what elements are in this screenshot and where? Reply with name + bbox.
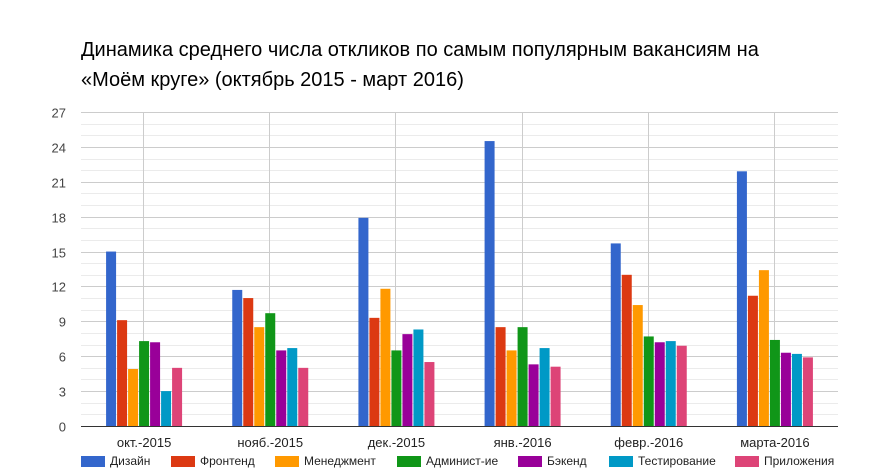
bar[interactable]: Фронтенд: 8.5 [495, 327, 506, 426]
bar[interactable]: Фронтенд: 9.3 [369, 317, 380, 426]
legend-item[interactable]: Админист-ие [397, 454, 498, 468]
legend-swatch [609, 455, 633, 467]
bar[interactable]: Тестирование: 6.7 [539, 348, 550, 426]
bar[interactable]: Дизайн: 11.7 [232, 289, 243, 426]
bar[interactable]: Дизайн: 17.9 [358, 217, 369, 426]
chart-title-line2: «Моём круге» (октябрь 2015 - март 2016) [81, 69, 464, 91]
x-axis-tick-label: янв.-2016 [494, 435, 552, 450]
bar[interactable]: Фронтенд: 11.2 [747, 295, 758, 426]
legend-swatch [171, 455, 195, 467]
legend-label: Менеджмент [304, 454, 376, 468]
bar[interactable]: Менеджмент: 6.5 [506, 350, 517, 426]
y-axis-tick-label: 6 [59, 350, 66, 365]
bar[interactable]: Бэкенд: 7.9 [402, 334, 413, 426]
bar[interactable]: Бэкенд: 7.2 [654, 342, 665, 426]
bar[interactable]: Админист-ие: 7.3 [139, 341, 150, 426]
legend-item[interactable]: Менеджмент [275, 454, 376, 468]
bar[interactable]: Бэкенд: 6.3 [780, 352, 791, 426]
y-axis-tick-label: 18 [52, 211, 66, 226]
legend-item[interactable]: Приложения [735, 454, 834, 468]
x-axis-tick-label: дек.-2015 [368, 435, 425, 450]
legend-swatch [518, 455, 542, 467]
legend-label: Тестирование [638, 454, 716, 468]
chart-title: Динамика среднего числа откликов по самы… [81, 35, 881, 95]
x-axis-tick-label: февр.-2016 [614, 435, 683, 450]
bar[interactable]: Бэкенд: 6.5 [276, 350, 287, 426]
bar[interactable]: Админист-ие: 8.5 [517, 327, 528, 426]
bar[interactable]: Менеджмент: 4.9 [128, 369, 139, 426]
chart-title-line1: Динамика среднего числа откликов по самы… [81, 39, 759, 61]
bar[interactable]: Дизайн: 21.9 [736, 171, 747, 426]
legend-item[interactable]: Фронтенд [171, 454, 255, 468]
y-axis-tick-label: 9 [59, 315, 66, 330]
legend-label: Приложения [764, 454, 835, 468]
legend-item[interactable]: Дизайн [81, 454, 150, 468]
x-axis-tick-label: нояб.-2015 [237, 435, 303, 450]
bar[interactable]: Менеджмент: 10.4 [632, 305, 643, 426]
bar[interactable]: Админист-ие: 7.4 [769, 339, 780, 426]
bar[interactable]: Дизайн: 24.5 [484, 141, 495, 426]
legend-item[interactable]: Бэкенд [518, 454, 587, 468]
bar[interactable]: Менеджмент: 8.5 [254, 327, 265, 426]
y-axis-tick-label: 3 [59, 385, 66, 400]
bar[interactable]: Менеджмент: 11.8 [380, 288, 391, 426]
legend-swatch [397, 455, 421, 467]
legend-label: Админист-ие [426, 454, 499, 468]
legend-label: Бэкенд [547, 454, 587, 468]
bar[interactable]: Фронтенд: 13 [621, 274, 632, 426]
bar[interactable]: Админист-ие: 6.5 [391, 350, 402, 426]
bar[interactable]: Приложения: 5.5 [424, 362, 435, 426]
bar[interactable]: Менеджмент: 13.4 [758, 270, 769, 426]
bar[interactable]: Приложения: 5 [172, 367, 183, 426]
bar[interactable]: Фронтенд: 9.1 [117, 320, 128, 426]
bar[interactable]: Приложения: 6.9 [676, 345, 687, 426]
bar[interactable]: Тестирование: 7.3 [665, 341, 676, 426]
bar[interactable]: Приложения: 5.9 [802, 357, 813, 426]
bar[interactable]: Тестирование: 6.2 [791, 353, 802, 426]
y-axis-tick-label: 27 [52, 106, 66, 121]
legend-swatch [275, 455, 299, 467]
bar[interactable]: Дизайн: 15 [106, 251, 117, 426]
bar[interactable]: Тестирование: 3 [161, 391, 172, 426]
bar[interactable]: Тестирование: 6.7 [287, 348, 298, 426]
bar[interactable]: Бэкенд: 5.3 [528, 364, 539, 426]
legend-swatch [735, 455, 759, 467]
x-axis-tick-label: марта-2016 [740, 435, 809, 450]
bar[interactable]: Бэкенд: 7.2 [150, 342, 161, 426]
x-axis-tick-label: окт.-2015 [117, 435, 171, 450]
bar[interactable]: Админист-ие: 7.7 [643, 336, 654, 426]
y-axis-tick-label: 0 [59, 420, 66, 435]
y-axis-tick-label: 15 [52, 246, 66, 261]
legend-swatch [81, 455, 105, 467]
bar[interactable]: Админист-ие: 9.7 [265, 313, 276, 426]
bar[interactable]: Приложения: 5 [298, 367, 309, 426]
legend-item[interactable]: Тестирование [609, 454, 716, 468]
legend-label: Фронтенд [200, 454, 255, 468]
bar[interactable]: Дизайн: 15.7 [610, 243, 621, 426]
y-axis-tick-label: 21 [52, 176, 66, 191]
y-axis-tick-label: 24 [52, 141, 66, 156]
legend-label: Дизайн [110, 454, 151, 468]
bar[interactable]: Фронтенд: 11 [243, 298, 254, 426]
bar[interactable]: Приложения: 5.1 [550, 366, 561, 426]
y-axis-tick-label: 12 [52, 280, 66, 295]
bar[interactable]: Тестирование: 8.3 [413, 329, 424, 426]
